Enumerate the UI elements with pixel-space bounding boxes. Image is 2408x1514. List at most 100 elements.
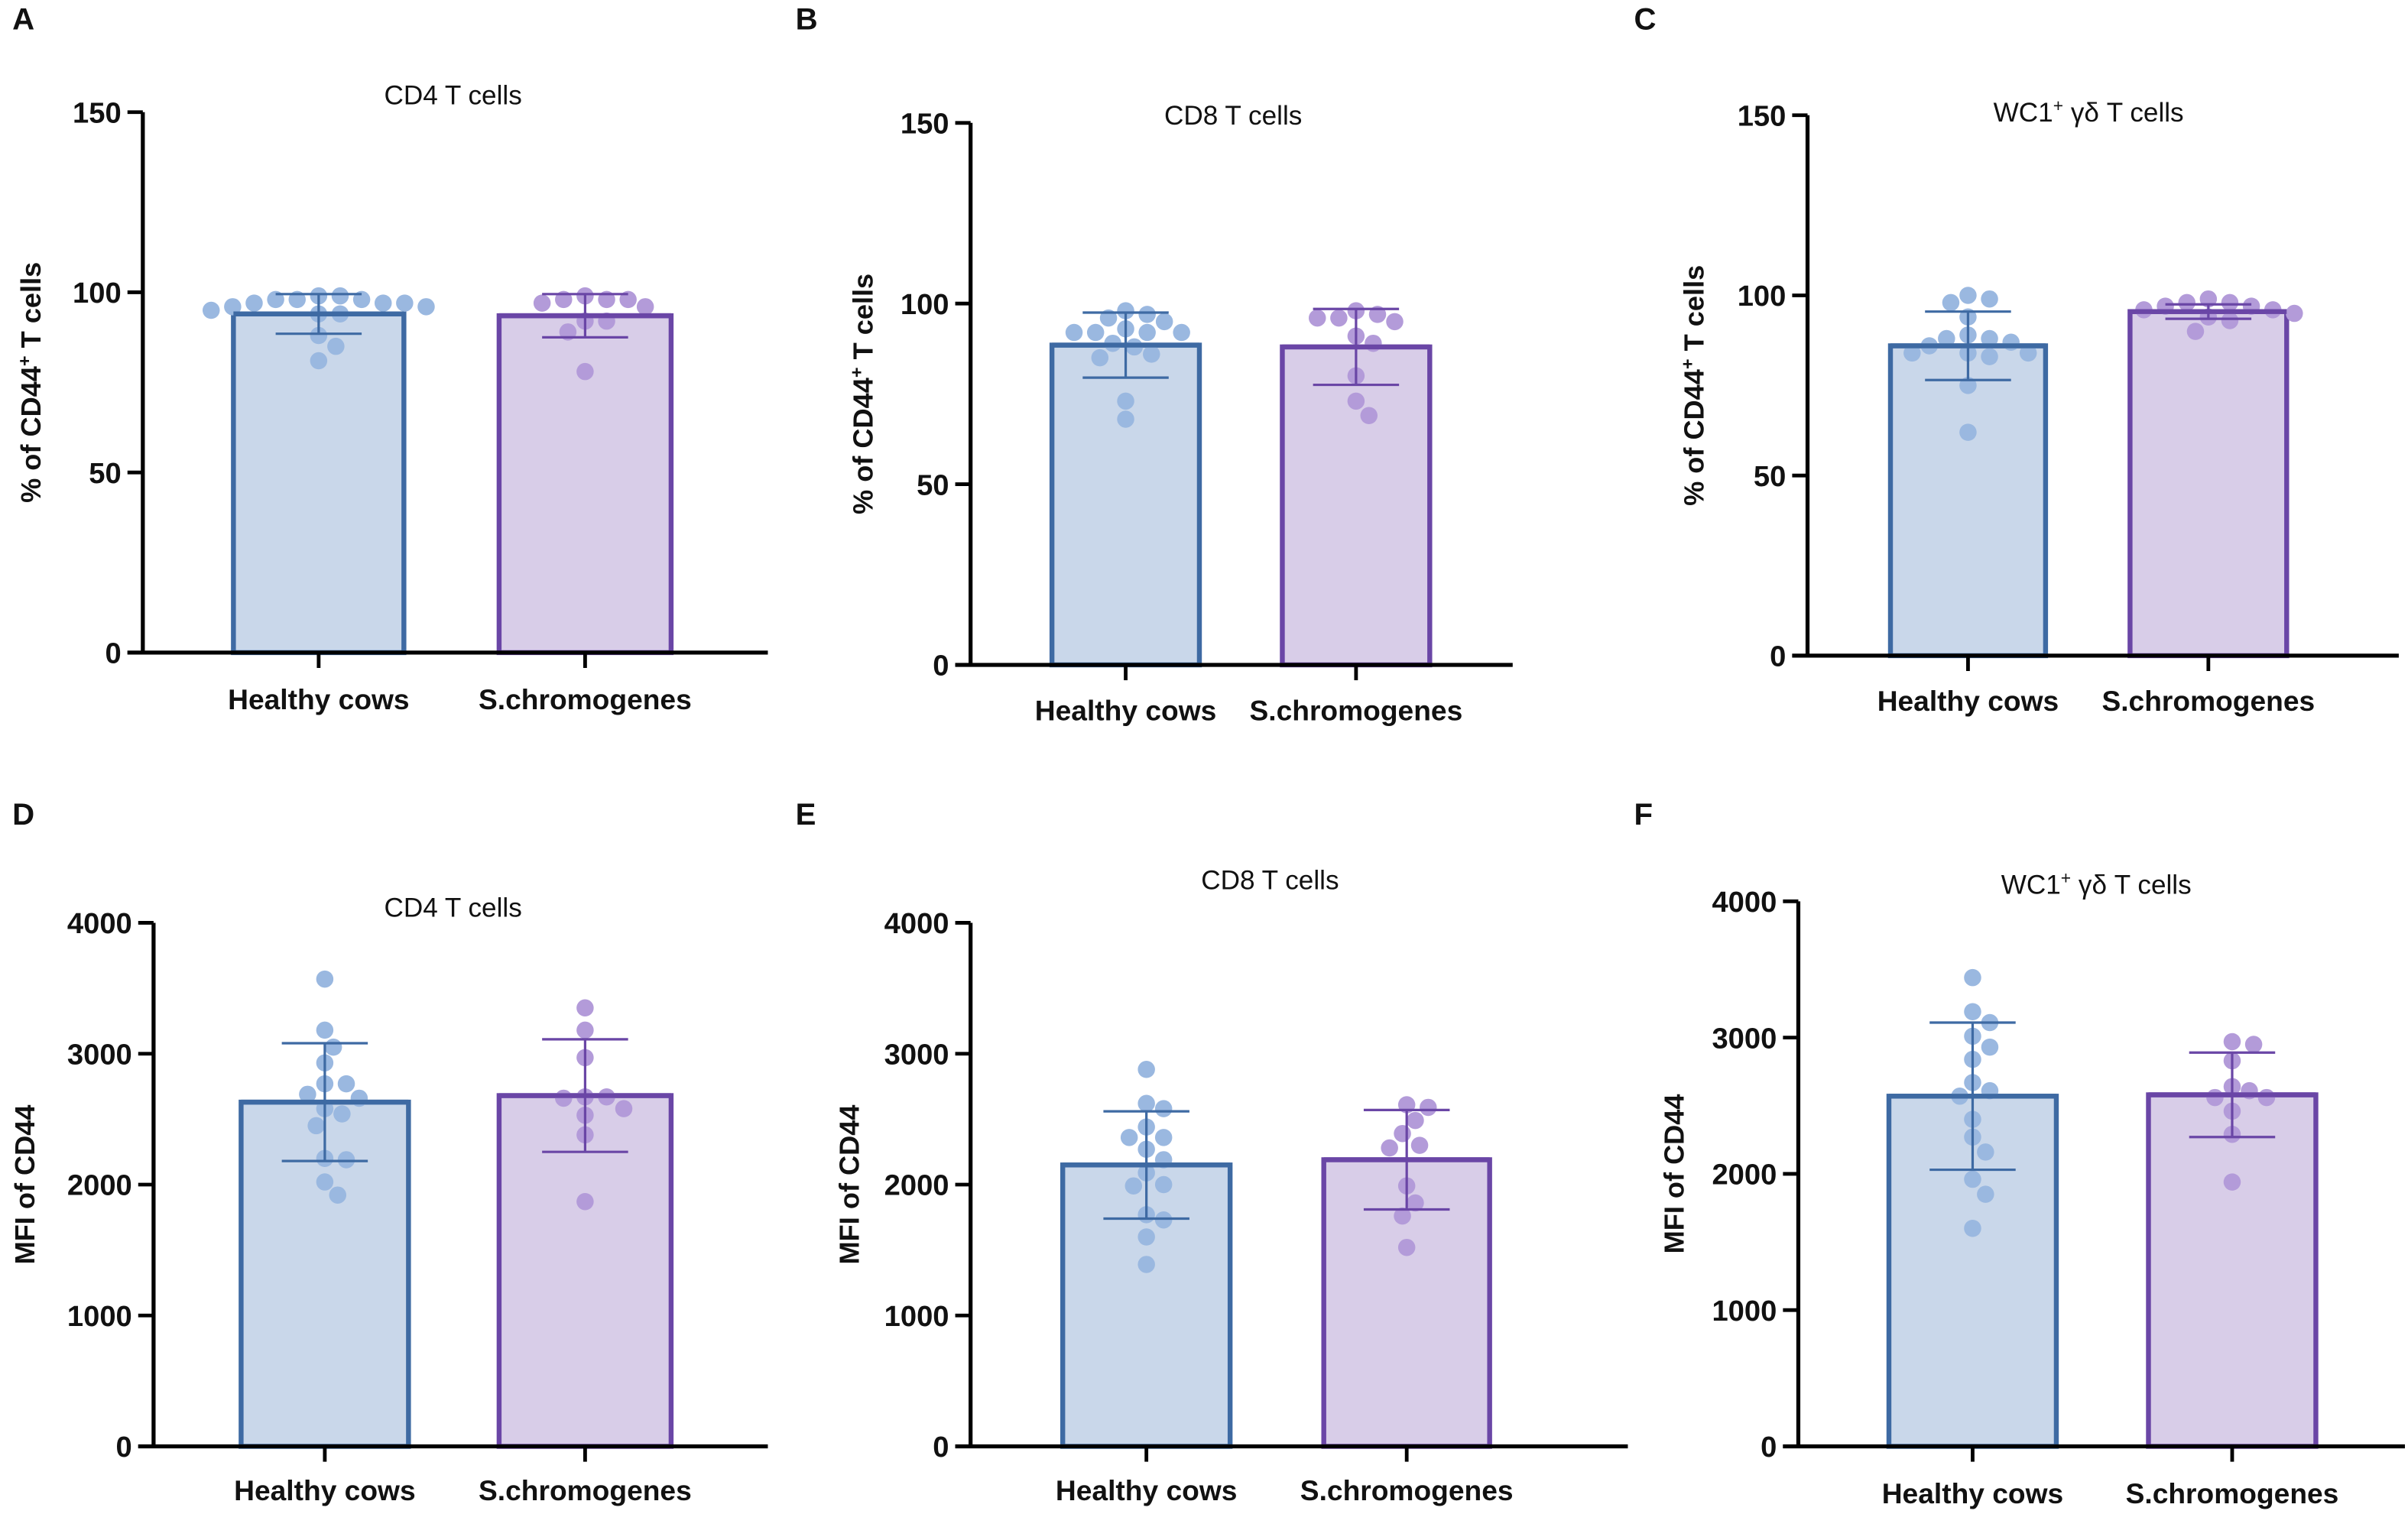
y-tick-label: 50: [89, 457, 121, 490]
data-point-healthy: [1964, 1170, 1981, 1188]
data-point-healthy: [1117, 302, 1134, 319]
y-axis-label-rest: T cells: [1679, 265, 1710, 359]
data-point-healthy: [1977, 1143, 1994, 1161]
data-point-healthy: [333, 1105, 351, 1123]
y-axis-label-main: MFI of CD44: [834, 1105, 865, 1265]
panel-a: A CD4 T cells % of CD44+ T cells Healthy co…: [12, 2, 768, 715]
y-tick-label: 100: [73, 277, 122, 310]
x-tick-label: S.chromogenes: [479, 1474, 692, 1506]
y-tick-label: 1000: [884, 1300, 949, 1333]
y-tick-label: 50: [1754, 460, 1786, 493]
data-point-strep: [576, 362, 594, 381]
chart-title-sup: +: [2053, 96, 2063, 115]
x-tick-label: Healthy cows: [234, 1474, 415, 1506]
panel-letter: C: [1634, 2, 1657, 36]
data-point-healthy: [1120, 1129, 1138, 1146]
data-point-healthy: [417, 298, 435, 316]
y-tick-label: 4000: [884, 907, 949, 940]
data-point-healthy: [1143, 345, 1160, 363]
data-point-healthy: [396, 294, 414, 312]
data-point-healthy: [1154, 1211, 1173, 1229]
data-point-healthy: [1138, 306, 1156, 323]
data-point-healthy: [1086, 323, 1105, 342]
chart-title-main: WC1: [2001, 870, 2061, 900]
panel-b: B CD8 T cells % of CD44+ T cells Healthy co…: [796, 2, 1513, 726]
bar-strep: [2146, 1092, 2319, 1449]
data-point-healthy: [329, 1186, 347, 1204]
y-axis-label: % of CD44+ T cells: [15, 262, 47, 503]
chart-title: CD8 T cells: [1201, 865, 1339, 895]
data-point-healthy: [1117, 410, 1134, 428]
y-axis-label-main: MFI of CD44: [1658, 1094, 1689, 1253]
data-point-strep: [2221, 312, 2239, 329]
chart-title: CD4 T cells: [384, 81, 521, 111]
y-tick-label: 3000: [67, 1038, 132, 1071]
y-tick-label: 3000: [884, 1038, 949, 1071]
data-point-healthy: [1154, 1129, 1173, 1146]
y-tick-label: 4000: [1712, 886, 1777, 919]
bar-strep: [2127, 309, 2290, 659]
data-point-healthy: [331, 287, 349, 305]
y-tick-label: 150: [901, 108, 949, 141]
panel-e: E CD8 T cells MFI of CD44 Healthy cows S.chr…: [796, 797, 1628, 1506]
chart-title-main: CD4 T cells: [384, 893, 521, 922]
data-point-strep: [533, 294, 551, 312]
data-point-healthy: [316, 1173, 334, 1191]
data-point-strep: [1381, 1139, 1398, 1157]
y-axis-label: MFI of CD44: [834, 1105, 865, 1265]
data-point-healthy: [337, 1151, 355, 1169]
y-axis-label-sup: +: [847, 367, 867, 378]
data-point-healthy: [1065, 323, 1083, 342]
y-tick-label: 150: [73, 96, 122, 129]
y-axis-label: MFI of CD44: [1658, 1094, 1689, 1253]
data-point-healthy: [1981, 1038, 1999, 1056]
data-point-strep: [1410, 1136, 1429, 1154]
data-point-strep: [555, 1089, 573, 1107]
chart-title-rest: γδ T cells: [2071, 870, 2192, 900]
chart-title-main: CD8 T cells: [1201, 865, 1339, 895]
data-point-strep: [1309, 309, 1326, 327]
data-point-strep: [2257, 1088, 2276, 1107]
y-axis-label-main: MFI of CD44: [9, 1105, 41, 1265]
data-point-healthy: [316, 1021, 334, 1039]
data-point-healthy: [1964, 1219, 1981, 1237]
data-point-strep: [1330, 309, 1348, 327]
chart-title-main: CD4 T cells: [384, 81, 521, 111]
y-tick-label: 1000: [67, 1300, 132, 1333]
y-tick-label: 50: [917, 468, 949, 501]
data-point-strep: [2286, 304, 2303, 323]
y-tick-label: 2000: [67, 1169, 132, 1202]
data-point-healthy: [1964, 968, 1981, 987]
chart-title-main: WC1: [1994, 98, 2053, 128]
chart-title: CD8 T cells: [1164, 101, 1302, 131]
data-point-strep: [1397, 1238, 1416, 1256]
data-point-healthy: [1938, 329, 1955, 348]
y-axis-label-sup: +: [15, 355, 34, 366]
data-point-healthy: [1964, 1003, 1981, 1021]
chart-title-rest: γδ T cells: [2063, 98, 2184, 128]
panel-letter: E: [796, 797, 816, 832]
data-point-healthy: [202, 301, 220, 319]
data-point-strep: [1420, 1098, 1437, 1117]
data-point-strep: [1386, 313, 1404, 331]
y-tick-label: 3000: [1712, 1022, 1777, 1055]
data-point-healthy: [1117, 392, 1134, 410]
y-axis-label-rest: T cells: [848, 274, 879, 368]
x-tick-label: S.chromogenes: [479, 683, 692, 715]
data-point-healthy: [2019, 344, 2037, 362]
y-tick-label: 150: [1738, 100, 1787, 133]
y-tick-label: 100: [1738, 280, 1787, 313]
y-tick-label: 4000: [67, 907, 132, 940]
data-point-healthy: [1137, 1094, 1155, 1113]
data-point-healthy: [327, 337, 345, 355]
panel-letter: F: [1634, 797, 1653, 832]
y-tick-label: 0: [1761, 1431, 1777, 1464]
data-point-strep: [2223, 1173, 2241, 1191]
x-tick-label: Healthy cows: [1877, 685, 2059, 717]
chart-title: WC1+ γδ T cells: [1994, 96, 2184, 128]
data-point-strep: [2206, 1088, 2224, 1107]
y-tick-label: 0: [933, 650, 949, 682]
panel-letter: A: [12, 2, 34, 36]
